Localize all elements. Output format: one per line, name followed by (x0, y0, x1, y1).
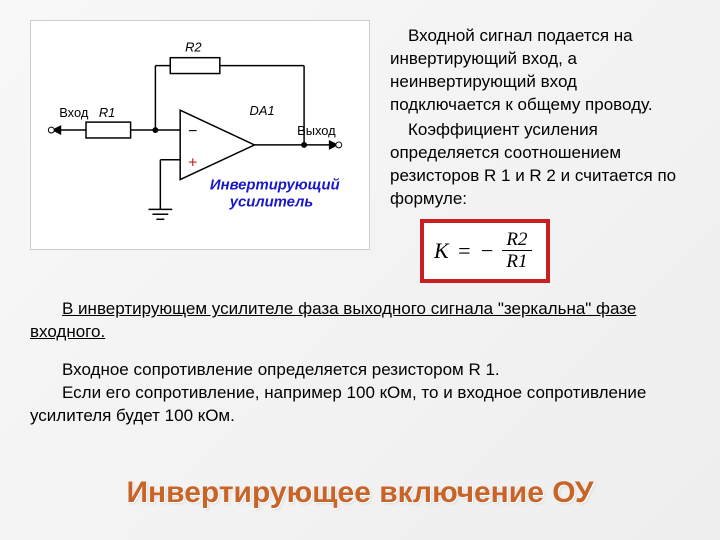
para1: Входной сигнал подается на инвертирующий… (390, 25, 690, 117)
r2-label: R2 (185, 40, 201, 55)
formula-num: R2 (502, 229, 531, 252)
bottom-text-block: Входное сопротивление определяется резис… (30, 359, 690, 428)
circuit-svg: Вход R1 R2 − + DA1 (31, 21, 369, 249)
output-label: Выход (297, 123, 336, 138)
mid-underlined: В инвертирующем усилителе фаза выходного… (30, 299, 636, 341)
formula-eq: = (457, 236, 472, 266)
formula-den: R1 (502, 251, 531, 273)
r1-label: R1 (99, 105, 115, 120)
slide-title: Инвертирующее включение ОУ (0, 476, 720, 510)
formula-k: K (434, 236, 449, 266)
circuit-diagram: Вход R1 R2 − + DA1 (30, 20, 370, 250)
para2: Коэффициент усиления определяется соотно… (390, 119, 690, 211)
formula-box: K = − R2 R1 (420, 219, 550, 284)
da1-label: DA1 (250, 103, 275, 118)
formula-neg: − (480, 236, 495, 266)
formula-fraction: R2 R1 (502, 229, 531, 274)
description-text: Входной сигнал подается на инвертирующий… (390, 20, 690, 283)
plus-label: + (188, 155, 197, 172)
minus-label: − (188, 123, 197, 140)
para3: Входное сопротивление определяется резис… (30, 359, 690, 382)
para4: Если его сопротивление, например 100 кОм… (30, 382, 690, 428)
mid-text-block: В инвертирующем усилителе фаза выходного… (30, 298, 690, 344)
input-label: Вход (59, 105, 89, 120)
circuit-caption: Инвертирующий усилитель (210, 178, 344, 211)
